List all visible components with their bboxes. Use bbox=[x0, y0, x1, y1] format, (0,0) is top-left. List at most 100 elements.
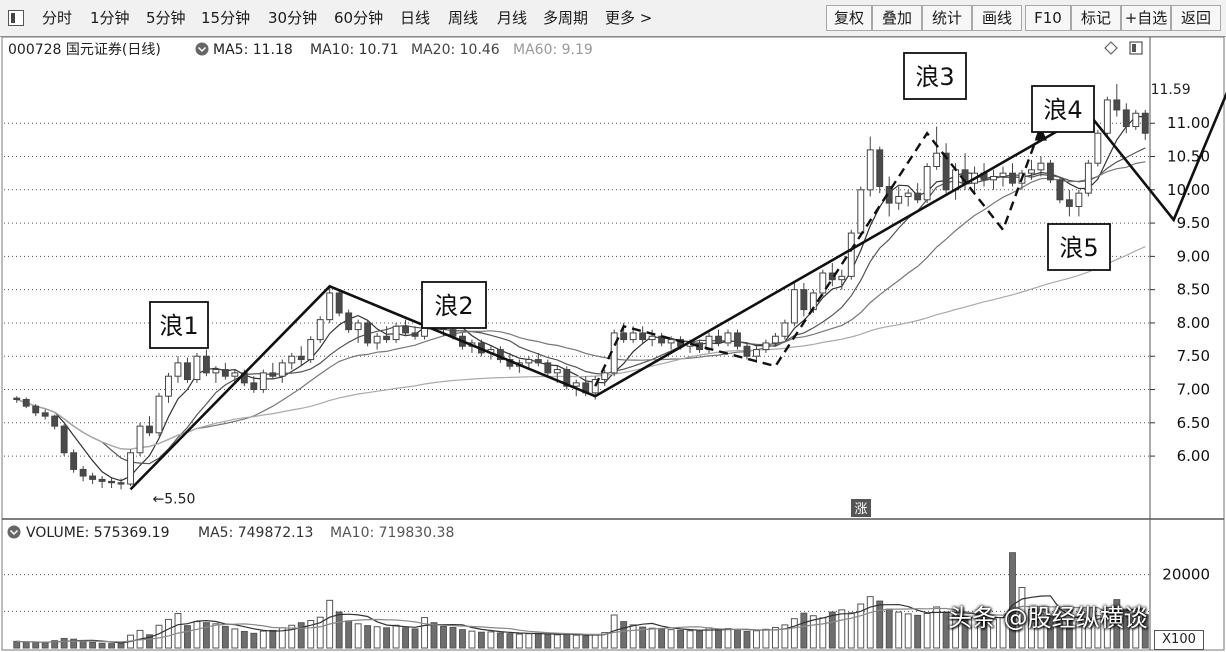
candle-body-117 bbox=[1122, 109, 1130, 128]
volume-bar-21 bbox=[212, 623, 220, 649]
volume-bar-105 bbox=[1009, 552, 1016, 649]
candle-body-6 bbox=[70, 452, 78, 470]
candle-body-91 bbox=[876, 149, 884, 187]
volume-bar-5 bbox=[60, 637, 68, 649]
volume-bar-47 bbox=[459, 629, 466, 649]
period-tab-3[interactable]: 15分钟 bbox=[201, 9, 251, 27]
period-tab-5[interactable]: 60分钟 bbox=[334, 9, 384, 27]
ma20-line bbox=[16, 161, 1146, 450]
candle-body-9 bbox=[98, 478, 106, 482]
candle-body-114 bbox=[1094, 132, 1102, 164]
volume-unit-label: X100 bbox=[1154, 630, 1204, 650]
volume-bar-74 bbox=[715, 628, 722, 649]
period-tab-8[interactable]: 月线 bbox=[497, 9, 528, 27]
candle-body-69 bbox=[667, 339, 675, 344]
volume-tick-label-0: 20000 bbox=[1162, 566, 1210, 584]
price-tick-label-5: 8.50 bbox=[1177, 281, 1210, 299]
candle-body-108 bbox=[1037, 162, 1045, 171]
candle-body-77 bbox=[743, 345, 751, 357]
volume-bar-14 bbox=[146, 634, 153, 649]
volume-ma10-value: MA10: 719830.38 bbox=[330, 525, 454, 541]
wave-label-1: 浪1 bbox=[159, 312, 198, 340]
candle-body-3 bbox=[41, 412, 49, 417]
volume-bar-88 bbox=[847, 612, 855, 649]
candle-body-5 bbox=[60, 425, 68, 454]
volume-bar-82 bbox=[790, 618, 798, 649]
tool-button-6[interactable]: +自选 bbox=[1121, 5, 1171, 31]
volume-bar-89 bbox=[857, 603, 865, 649]
tool-button-5[interactable]: 标记 bbox=[1071, 5, 1121, 31]
volume-bar-15 bbox=[155, 624, 163, 649]
candle-body-27 bbox=[269, 372, 277, 377]
volume-bar-2 bbox=[32, 642, 40, 649]
watermark-text: 头条 @股经纵横谈 bbox=[948, 604, 1148, 632]
period-tab-9[interactable]: 多周期 bbox=[543, 9, 589, 27]
volume-bar-0 bbox=[13, 640, 21, 649]
volume-bar-78 bbox=[753, 630, 760, 649]
candle-body-87 bbox=[838, 275, 846, 281]
candle-body-34 bbox=[335, 292, 343, 314]
candle-body-39 bbox=[383, 335, 391, 341]
volume-bar-108 bbox=[1037, 612, 1045, 649]
period-tab-4[interactable]: 30分钟 bbox=[268, 9, 318, 27]
period-tab-1[interactable]: 1分钟 bbox=[90, 9, 130, 27]
sub-wave-dashed-line bbox=[594, 126, 1043, 387]
candle-body-80 bbox=[771, 335, 779, 344]
candle-body-57 bbox=[553, 369, 561, 374]
volume-bar-62 bbox=[601, 632, 609, 649]
period-tab-6[interactable]: 日线 bbox=[400, 9, 431, 27]
volume-bar-93 bbox=[895, 611, 903, 649]
volume-bar-51 bbox=[496, 632, 504, 649]
volume-bar-117 bbox=[1122, 608, 1130, 649]
zhang-marker-label: 涨 bbox=[854, 502, 867, 517]
ma60-value: MA60: 9.19 bbox=[513, 42, 593, 58]
volume-bar-99 bbox=[952, 615, 960, 649]
volume-bar-64 bbox=[620, 621, 628, 649]
tool-button-1[interactable]: 叠加 bbox=[872, 5, 922, 31]
volume-bar-19 bbox=[193, 621, 201, 649]
volume-bar-73 bbox=[705, 627, 713, 649]
candle-body-74 bbox=[715, 335, 722, 344]
price-tick-label-9: 10.50 bbox=[1167, 148, 1210, 166]
candle-body-4 bbox=[51, 415, 59, 427]
volume-bar-52 bbox=[506, 633, 514, 649]
wave-label-5: 浪5 bbox=[1059, 234, 1098, 262]
period-tab-7[interactable]: 周线 bbox=[448, 9, 479, 27]
volume-bar-48 bbox=[468, 630, 476, 649]
candle-body-30 bbox=[297, 355, 305, 361]
tool-button-3[interactable]: 画线 bbox=[972, 5, 1022, 31]
tool-button-0[interactable]: 复权 bbox=[826, 5, 872, 31]
candle-body-16 bbox=[165, 375, 172, 397]
tool-button-2[interactable]: 统计 bbox=[922, 5, 972, 31]
volume-bar-103 bbox=[990, 618, 997, 649]
candle-body-25 bbox=[250, 382, 258, 391]
price-tick-label-0: 6.00 bbox=[1177, 447, 1210, 465]
candle-body-107 bbox=[1028, 169, 1035, 174]
volume-bar-67 bbox=[648, 627, 656, 649]
diamond-icon bbox=[1104, 41, 1118, 55]
candle-body-1 bbox=[22, 399, 30, 407]
volume-bar-97 bbox=[933, 606, 941, 649]
candle-body-112 bbox=[1075, 192, 1083, 207]
volume-bar-3 bbox=[41, 642, 49, 649]
period-tab-10[interactable]: 更多 > bbox=[605, 9, 653, 27]
tool-button-7[interactable]: 返回 bbox=[1171, 5, 1221, 31]
candle-body-78 bbox=[753, 349, 760, 357]
candle-body-76 bbox=[734, 332, 741, 347]
candle-body-75 bbox=[724, 332, 732, 344]
tool-button-4[interactable]: F10 bbox=[1025, 5, 1071, 31]
candle-body-113 bbox=[1084, 162, 1092, 194]
volume-bar-23 bbox=[231, 628, 239, 649]
candle-body-90 bbox=[866, 149, 874, 191]
period-tab-0[interactable]: 分时 bbox=[42, 9, 73, 27]
wave-label-box-2 bbox=[421, 281, 487, 329]
candle-body-8 bbox=[89, 475, 97, 480]
volume-bar-118 bbox=[1132, 613, 1140, 649]
volume-bar-49 bbox=[477, 631, 485, 649]
panel-toggle-icon[interactable] bbox=[8, 10, 24, 26]
candle-body-115 bbox=[1103, 99, 1111, 134]
candle-body-96 bbox=[923, 166, 931, 201]
ma5-value: MA5: 11.18 bbox=[213, 42, 293, 58]
period-tab-2[interactable]: 5分钟 bbox=[146, 9, 186, 27]
volume-bar-109 bbox=[1046, 615, 1054, 649]
